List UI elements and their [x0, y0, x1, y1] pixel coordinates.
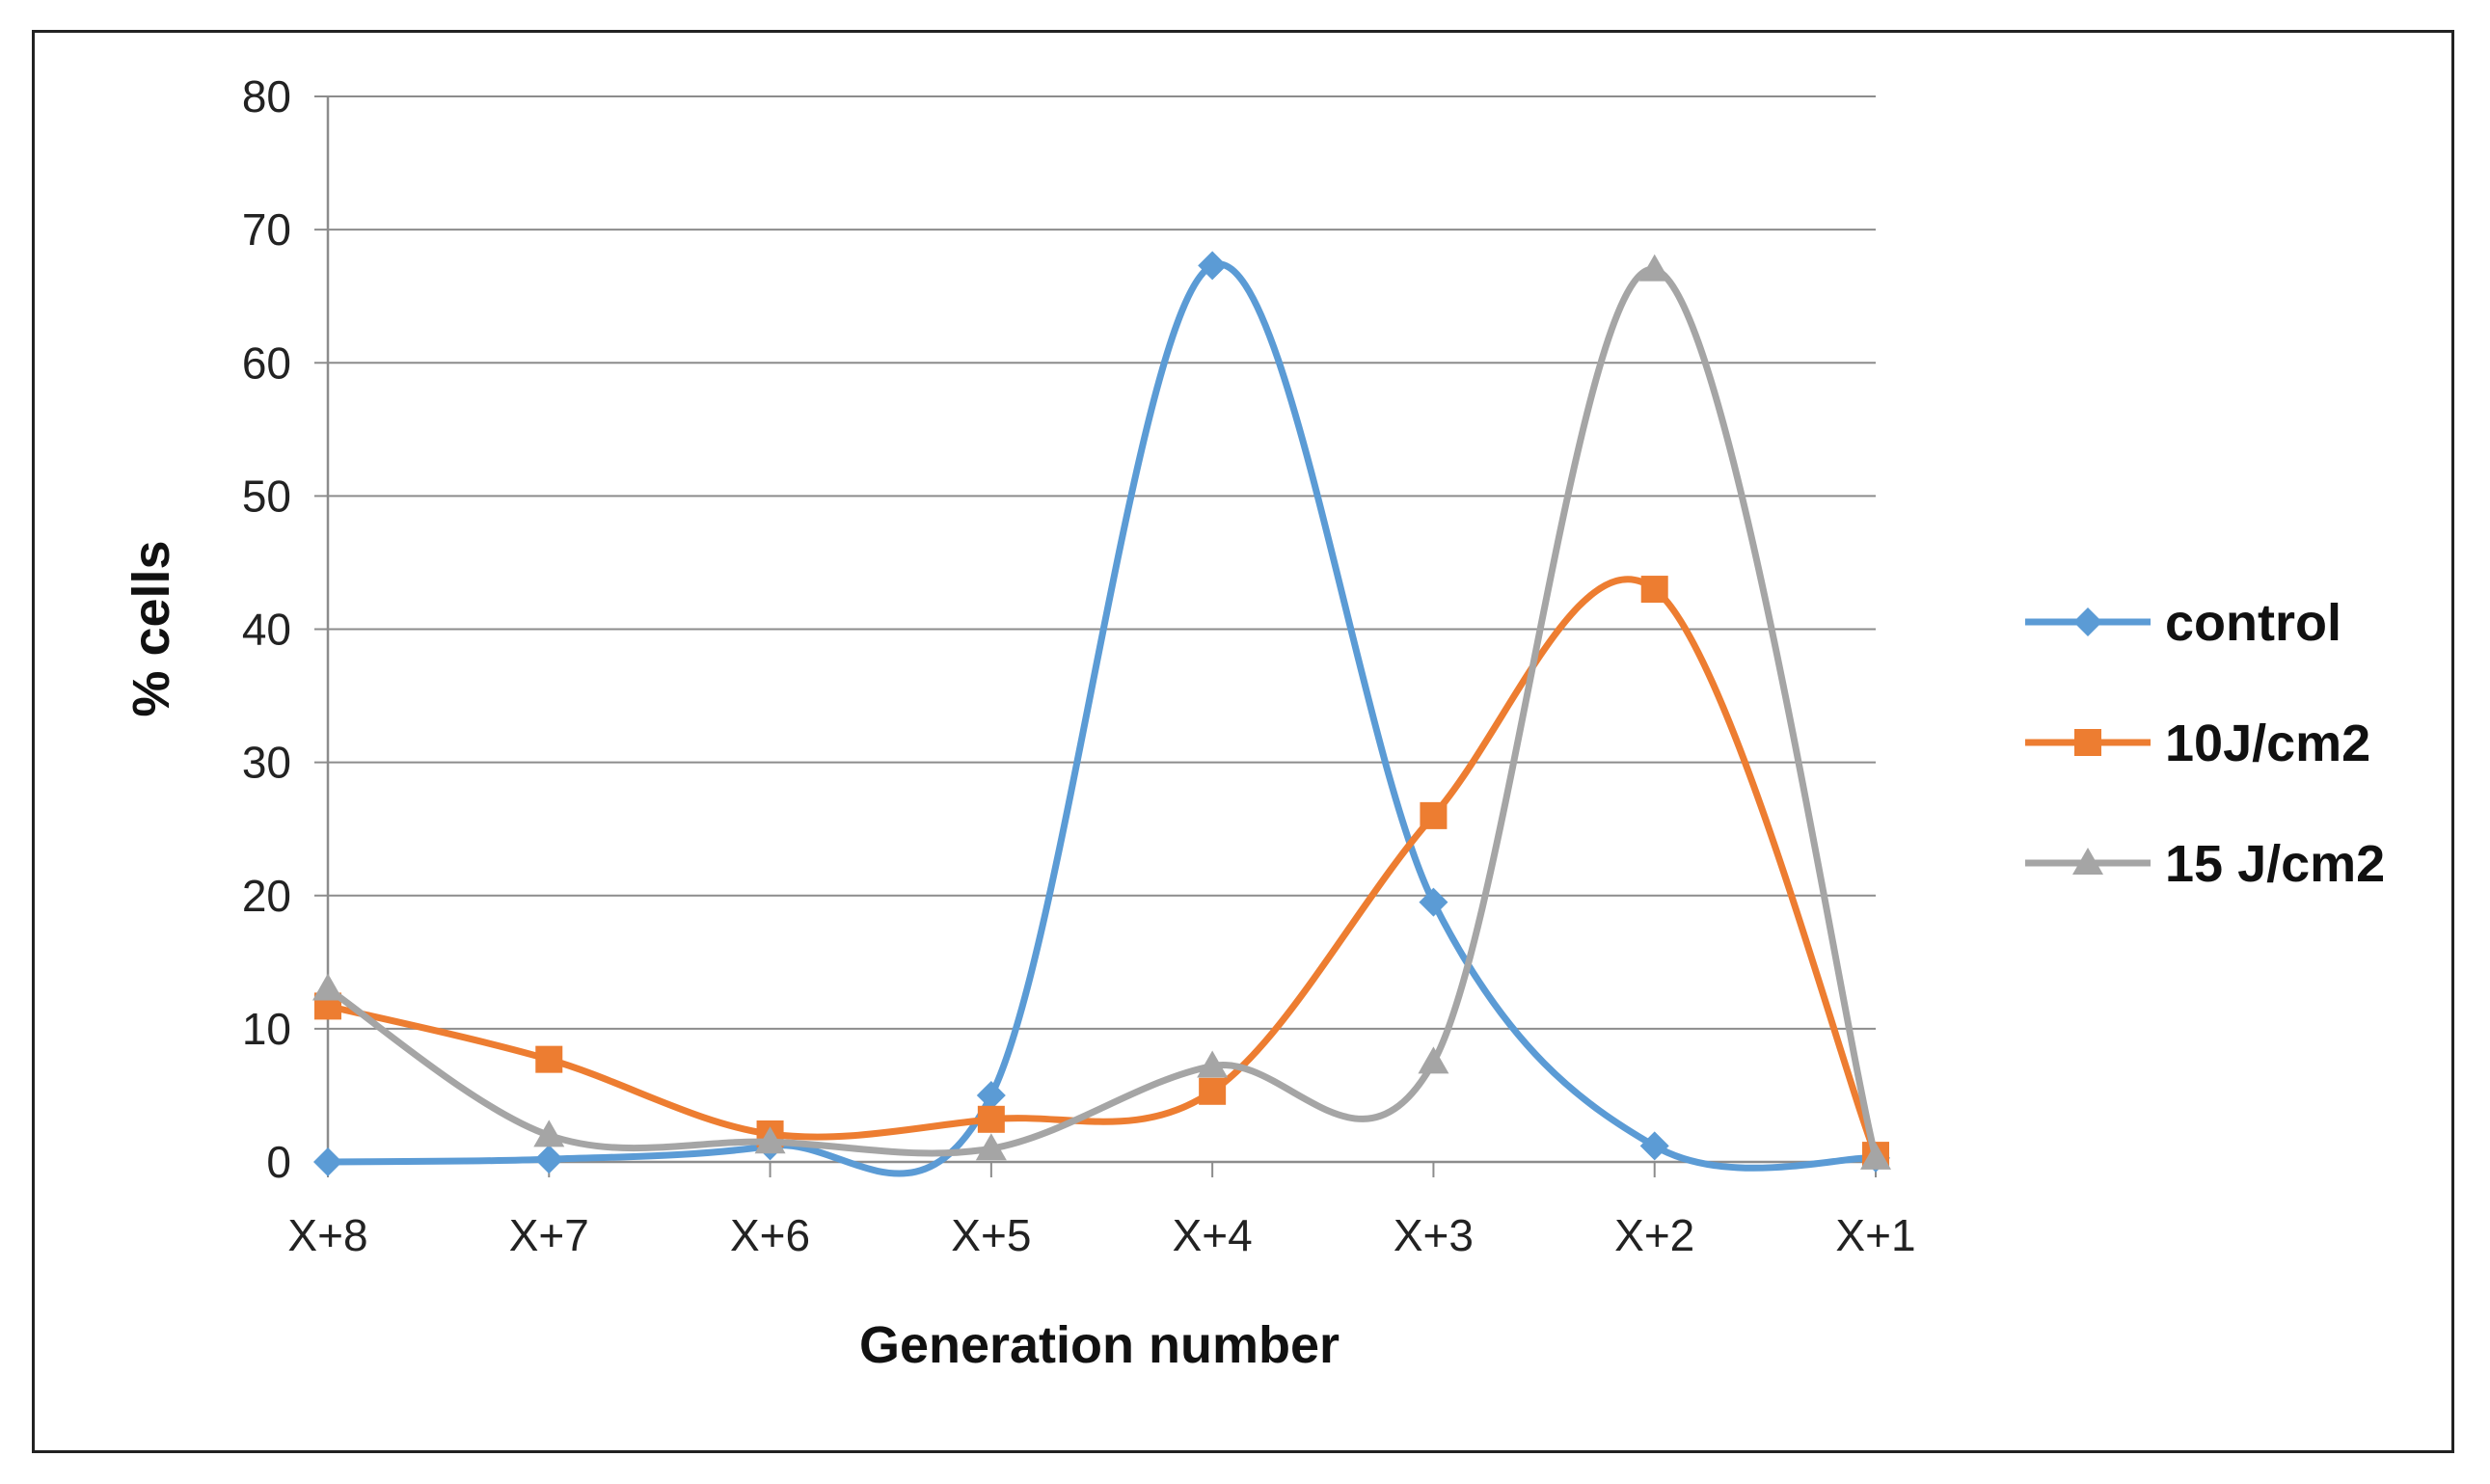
x-tick-label: X+8 [287, 1210, 367, 1260]
data-point [1197, 1050, 1229, 1078]
legend-item: 15 J/cm2 [2025, 835, 2385, 893]
data-point [1198, 251, 1228, 281]
legend-swatch-marker [2073, 607, 2102, 636]
data-point [1860, 1142, 1891, 1170]
legend-layer: control 10J/cm2 15 J/cm2 [2025, 594, 2385, 893]
x-tick-label: X+3 [1394, 1210, 1474, 1260]
x-tick-label: X+7 [509, 1210, 589, 1260]
legend-item: control [2025, 594, 2341, 652]
legend-label: 15 J/cm2 [2165, 835, 2385, 893]
y-tick-label: 40 [242, 605, 291, 655]
y-tick-label: 60 [242, 337, 291, 388]
legend-swatch-marker [2074, 729, 2101, 756]
y-axis-title: % cells [122, 540, 180, 716]
data-point [1638, 254, 1670, 282]
data-point [976, 1080, 1006, 1110]
y-tick-label: 10 [242, 1004, 291, 1054]
x-tick-label: X+4 [1173, 1210, 1253, 1260]
data-point [535, 1045, 563, 1073]
series-0 [313, 251, 1890, 1177]
legend-swatch-marker [2072, 848, 2103, 875]
y-tick-label: 80 [242, 71, 291, 121]
axis-layer: 0 10 20 30 40 50 60 70 80 X+8 X+7 X+6 X+5 X+4 X+3 X+2 X+… [242, 71, 1916, 1260]
data-point [754, 1126, 786, 1154]
y-tick-label: 0 [266, 1137, 291, 1187]
data-point [1639, 1131, 1669, 1161]
data-point [975, 1133, 1007, 1161]
grid-layer [328, 95, 1876, 1030]
x-axis-title: Generation number [859, 1316, 1340, 1374]
y-tick-label: 50 [242, 471, 291, 521]
legend-item: 10J/cm2 [2025, 715, 2370, 772]
data-point [1418, 1046, 1449, 1074]
data-point [1420, 801, 1448, 829]
y-tick-label: 70 [242, 204, 291, 255]
series-1 [314, 576, 1889, 1170]
data-point [1419, 887, 1448, 917]
series-layer [312, 251, 1891, 1177]
series-line [324, 266, 1880, 1162]
series-line [324, 260, 1880, 1177]
data-point [313, 1147, 342, 1176]
data-point [533, 1120, 565, 1147]
data-point [1640, 576, 1668, 604]
legend-label: control [2165, 594, 2341, 652]
data-point [1199, 1077, 1227, 1105]
x-tick-label: X+5 [951, 1210, 1031, 1260]
y-tick-label: 30 [242, 738, 291, 788]
y-tick-label: 20 [242, 871, 291, 921]
data-point [534, 1145, 564, 1174]
x-tick-label: X+2 [1614, 1210, 1694, 1260]
data-point [977, 1105, 1005, 1133]
x-tick-label: X+1 [1835, 1210, 1915, 1260]
legend-label: 10J/cm2 [2165, 715, 2370, 772]
series-2 [312, 254, 1891, 1170]
data-point [312, 973, 343, 1001]
x-tick-label: X+6 [730, 1210, 810, 1260]
